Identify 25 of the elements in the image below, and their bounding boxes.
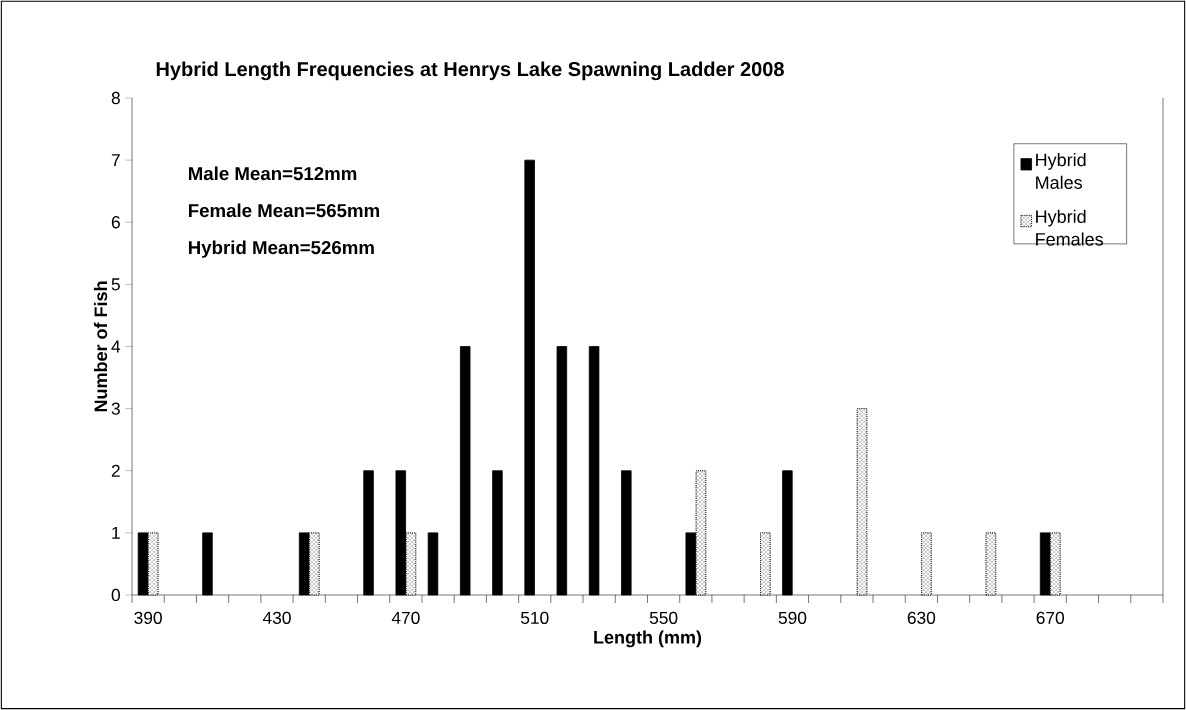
x-tick-label: 670 [1036,611,1065,624]
x-axis-title: Length (mm) [594,630,702,648]
y-tick-label: 4 [111,340,121,353]
x-tick-label: 510 [520,611,549,624]
y-tick-label: 6 [111,216,120,229]
y-tick-label: 1 [112,526,120,539]
annotation: Female Mean=565mm [188,203,380,218]
x-tick-label: 630 [907,611,936,624]
annotation: Hybrid Mean=526mm [188,240,374,258]
x-tick-label: 470 [391,611,420,624]
annotation: Male Mean=512mm [188,166,357,181]
y-tick-label: 2 [111,464,120,477]
y-tick-label: 3 [111,402,120,415]
y-axis-title: Number of Fish [93,281,108,412]
y-tick-label: 5 [111,278,120,291]
legend-label: Hybrid Males [1036,153,1086,189]
y-tick-label: 8 [111,91,120,105]
chart-title: Hybrid Length Frequencies at Henrys Lake Spawning Ladder 2008 [156,61,784,81]
x-tick-label: 550 [649,611,678,624]
legend-label: Hybrid Females [1036,209,1103,246]
y-tick-label: 7 [111,154,120,167]
x-tick-label: 430 [262,611,291,624]
y-tick-label: 0 [111,588,120,602]
x-tick-label: 390 [134,611,162,624]
x-tick-label: 590 [778,611,807,624]
